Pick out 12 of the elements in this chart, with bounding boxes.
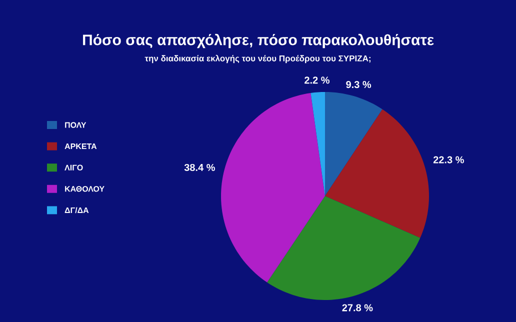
legend-label: ΑΡΚΕΤΑ xyxy=(64,144,97,150)
data-label: 38.4 % xyxy=(184,164,215,172)
legend-label: ΚΑΘΟΛΟΥ xyxy=(65,186,104,192)
legend-label: ΛΙΓΟ xyxy=(64,164,83,170)
legend-label: ΔΓ/ΔΑ xyxy=(64,207,89,214)
data-label: 9.3 % xyxy=(346,80,372,88)
data-label: 2.2 % xyxy=(304,76,330,84)
chart-title: Πόσο σας απασχόλησε, πόσο παρακολουθήσατε xyxy=(83,34,434,48)
legend-label: ΠΟΛΥ xyxy=(65,122,86,128)
chart-subtitle: την διαδικασία εκλογής του νέου Προέδρου του ΣΥΡΙΖΑ; xyxy=(144,54,370,64)
data-label: 22.3 % xyxy=(433,156,464,164)
data-label: 27.8 % xyxy=(342,304,373,312)
